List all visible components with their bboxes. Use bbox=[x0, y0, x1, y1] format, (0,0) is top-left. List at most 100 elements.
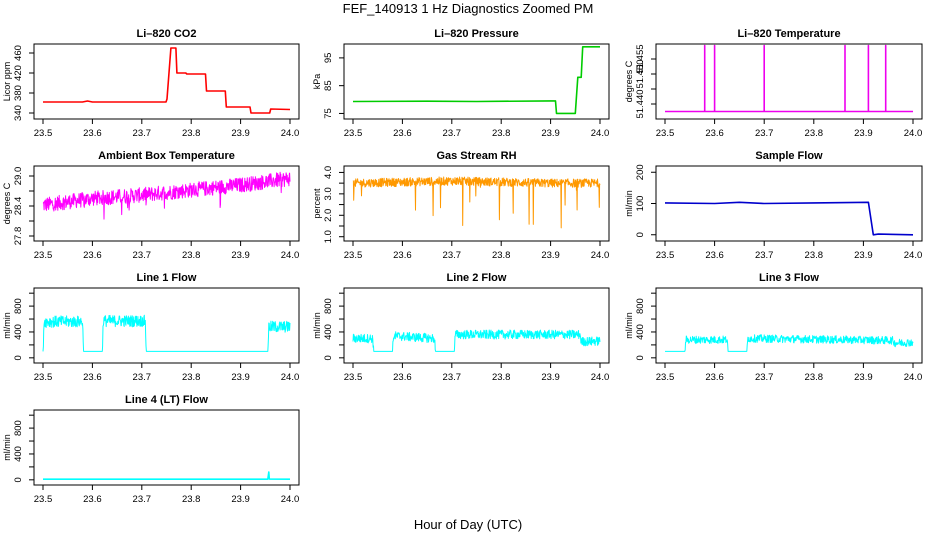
x-tick-label: 23.5 bbox=[344, 128, 363, 139]
x-tick-label: 24.0 bbox=[281, 250, 300, 261]
y-tick-label: 0 bbox=[323, 355, 334, 360]
x-tick-label: 23.7 bbox=[755, 250, 774, 261]
series-line bbox=[664, 201, 914, 236]
y-tick-label: 75 bbox=[323, 108, 334, 119]
y-tick-label: 100 bbox=[635, 196, 646, 212]
x-tick-label: 23.8 bbox=[182, 250, 201, 261]
y-tick-label: 800 bbox=[13, 298, 24, 314]
y-tick-label: 800 bbox=[323, 298, 334, 314]
panel-title: Line 4 (LT) Flow bbox=[125, 394, 208, 406]
panel-title: Ambient Box Temperature bbox=[98, 150, 235, 162]
y-tick-label: 0 bbox=[635, 355, 646, 360]
x-tick-label: 23.5 bbox=[344, 372, 363, 383]
x-tick-label: 23.9 bbox=[231, 250, 250, 261]
x-tick-label: 23.6 bbox=[705, 372, 724, 383]
panel-title: Li–820 Temperature bbox=[737, 28, 840, 40]
main-title: FEF_140913 1 Hz Diagnostics Zoomed PM bbox=[342, 1, 594, 16]
x-tick-label: 23.5 bbox=[34, 372, 53, 383]
chart-panel: Line 2 Flow 23.5 23.6 23.7 23.8 23.9 24.0 0 400 8… bbox=[312, 272, 610, 383]
panel-title: Line 1 Flow bbox=[137, 272, 197, 284]
plot-frame bbox=[33, 43, 300, 120]
x-tick-label: 23.5 bbox=[656, 372, 675, 383]
series-line bbox=[43, 47, 291, 114]
x-tick-label: 23.9 bbox=[231, 128, 250, 139]
x-tick-label: 23.6 bbox=[83, 494, 102, 505]
chart-panel: Ambient Box Temperature 23.5 23.6 23.7 23.8 2… bbox=[2, 150, 300, 261]
y-tick-label: 85 bbox=[323, 80, 334, 91]
x-tick-label: 24.0 bbox=[591, 128, 610, 139]
series-line bbox=[43, 471, 291, 481]
x-tick-label: 23.7 bbox=[133, 494, 152, 505]
plot-frame bbox=[33, 287, 300, 364]
x-tick-label: 23.5 bbox=[656, 250, 675, 261]
x-tick-label: 24.0 bbox=[281, 128, 300, 139]
x-tick-label: 23.6 bbox=[705, 128, 724, 139]
x-tick-label: 23.7 bbox=[133, 128, 152, 139]
x-tick-label: 23.8 bbox=[492, 250, 511, 261]
y-tick-label: 51.455 bbox=[635, 44, 646, 73]
panel-title: Line 3 Flow bbox=[759, 272, 819, 284]
x-tick-label: 23.7 bbox=[755, 128, 774, 139]
chart-panel: Line 3 Flow 23.5 23.6 23.7 23.8 23.9 24.0 0 400 8… bbox=[624, 272, 923, 383]
plot-frame bbox=[343, 165, 610, 242]
x-tick-label: 23.7 bbox=[755, 372, 774, 383]
y-tick-label: 800 bbox=[13, 420, 24, 436]
y-axis-label: ml/min bbox=[624, 190, 634, 217]
series-line bbox=[42, 314, 291, 352]
series-line bbox=[665, 44, 913, 113]
y-tick-label: 2.0 bbox=[323, 209, 334, 222]
y-tick-label: 200 bbox=[635, 164, 646, 180]
x-tick-label: 23.9 bbox=[541, 128, 560, 139]
x-tick-label: 24.0 bbox=[281, 494, 300, 505]
y-tick-label: 400 bbox=[13, 446, 24, 462]
x-tick-label: 23.6 bbox=[83, 250, 102, 261]
x-tick-label: 23.8 bbox=[492, 372, 511, 383]
plot-frame bbox=[343, 43, 610, 120]
y-axis-label: ml/min bbox=[624, 312, 634, 339]
x-tick-label: 23.8 bbox=[492, 128, 511, 139]
panel-title: Gas Stream RH bbox=[436, 150, 516, 162]
y-axis-label: degrees C bbox=[2, 182, 12, 224]
panel-title: Li–820 CO2 bbox=[137, 28, 197, 40]
x-tick-label: 24.0 bbox=[591, 372, 610, 383]
chart-panel: Line 4 (LT) Flow 23.5 23.6 23.7 23.8 23.9 24.0… bbox=[2, 394, 300, 505]
x-tick-label: 23.7 bbox=[133, 372, 152, 383]
y-tick-label: 27.8 bbox=[13, 227, 24, 246]
y-tick-label: 800 bbox=[635, 298, 646, 314]
plot-frame bbox=[33, 409, 300, 486]
y-tick-label: 51.440 bbox=[635, 89, 646, 118]
y-tick-label: 51.450 bbox=[635, 59, 646, 88]
y-tick-label: 0 bbox=[13, 355, 24, 360]
plot-frame bbox=[343, 287, 610, 364]
y-tick-label: 3.0 bbox=[323, 187, 334, 200]
x-tick-label: 23.5 bbox=[656, 128, 675, 139]
x-tick-label: 23.8 bbox=[805, 250, 824, 261]
chart-panel: Li–820 Temperature 23.5 23.6 23.7 23.8 23.9 24… bbox=[624, 28, 923, 139]
x-tick-label: 23.6 bbox=[83, 128, 102, 139]
chart-panel: Line 1 Flow 23.5 23.6 23.7 23.8 23.9 24.0 0 400 8… bbox=[2, 272, 300, 383]
y-axis-label: ml/min bbox=[2, 312, 12, 339]
y-tick-label: 1.0 bbox=[323, 230, 334, 243]
x-tick-label: 23.9 bbox=[854, 250, 873, 261]
x-tick-label: 23.6 bbox=[83, 372, 102, 383]
x-tick-label: 23.8 bbox=[182, 128, 201, 139]
x-tick-label: 23.6 bbox=[393, 372, 412, 383]
y-axis-label: kPa bbox=[312, 74, 322, 90]
x-tick-label: 23.5 bbox=[344, 250, 363, 261]
y-tick-label: 29.0 bbox=[13, 167, 24, 186]
panel-title: Sample Flow bbox=[755, 150, 823, 162]
plot-frame bbox=[33, 165, 300, 242]
y-tick-label: 400 bbox=[635, 324, 646, 340]
series-line bbox=[352, 176, 601, 229]
y-axis-label: ml/min bbox=[312, 312, 322, 339]
x-tick-label: 23.7 bbox=[133, 250, 152, 261]
x-tick-label: 23.7 bbox=[443, 372, 462, 383]
y-axis-label: percent bbox=[312, 188, 322, 219]
chart-panel: Gas Stream RH 23.5 23.6 23.7 23.8 23.9 24.0 1.0… bbox=[312, 150, 610, 261]
x-tick-label: 24.0 bbox=[591, 250, 610, 261]
y-tick-label: 340 bbox=[13, 105, 24, 121]
y-tick-label: 28.4 bbox=[13, 197, 24, 216]
x-tick-label: 23.6 bbox=[705, 250, 724, 261]
panel-title: Li–820 Pressure bbox=[434, 28, 518, 40]
